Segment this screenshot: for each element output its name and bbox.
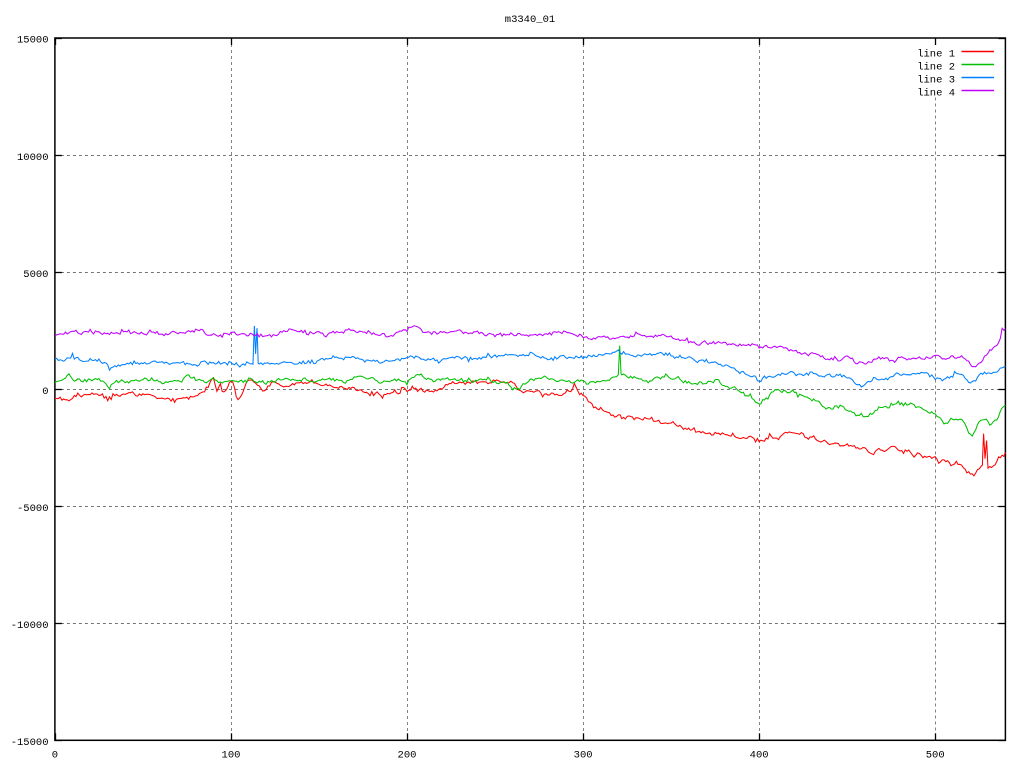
svg-text:15000: 15000 — [17, 35, 49, 47]
svg-text:400: 400 — [750, 750, 769, 762]
svg-text:line 2: line 2 — [917, 62, 955, 74]
svg-text:0: 0 — [52, 750, 58, 762]
svg-text:100: 100 — [222, 750, 241, 762]
svg-text:line 1: line 1 — [917, 49, 955, 61]
svg-text:line 3: line 3 — [917, 75, 955, 87]
svg-text:200: 200 — [398, 750, 417, 762]
svg-text:10000: 10000 — [17, 152, 49, 164]
svg-text:line 4: line 4 — [917, 88, 955, 100]
svg-text:500: 500 — [926, 750, 945, 762]
svg-text:-10000: -10000 — [11, 620, 49, 632]
svg-text:m3340_01: m3340_01 — [505, 14, 555, 26]
svg-text:300: 300 — [574, 750, 593, 762]
svg-text:5000: 5000 — [23, 269, 48, 281]
svg-text:-15000: -15000 — [11, 737, 49, 749]
svg-text:0: 0 — [42, 386, 48, 398]
svg-text:-5000: -5000 — [17, 503, 49, 515]
